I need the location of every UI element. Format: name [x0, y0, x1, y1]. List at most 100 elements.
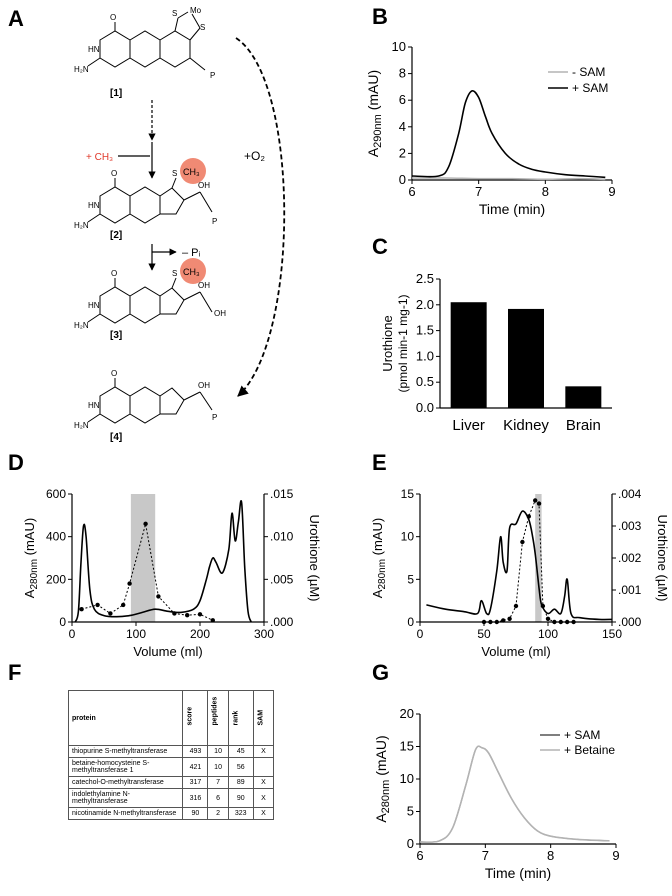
panel-d-chart: 0 100 200 300 0 200 400 600 Volume (ml) A280nm (m…: [22, 487, 322, 659]
panel-b-chart: 6 7 8 9 0 2 4 6 8 10 Time (min) A290nm (mAU) - SAM + …: [365, 39, 616, 217]
bar-kidney: [508, 308, 544, 408]
rank-cell: 90: [227, 788, 254, 808]
ch3-badge: CH₃: [183, 267, 200, 277]
category-label: Liver: [452, 417, 485, 434]
sam-cell: X: [252, 776, 275, 789]
y-axis-label: A290nm (mAU): [365, 70, 384, 157]
right-tick-label: .010: [270, 530, 294, 544]
series-line-plus-sam: [411, 89, 606, 179]
y-axis-label: Urothione: [380, 315, 395, 371]
compound-1-structure: [87, 11, 206, 71]
sam-cell: X: [252, 807, 275, 820]
protein-name: catechol-O-methyltransferase: [67, 776, 184, 789]
urothione-point: [501, 618, 506, 623]
y-tick-label: 6: [399, 92, 406, 107]
sam-cell: X: [252, 745, 275, 758]
absorbance-line: [74, 500, 252, 623]
y-tick-label: 0: [59, 615, 66, 629]
score-cell: 316: [182, 788, 209, 808]
panel-c-chart: 0.0 0.5 1.0 1.5 2.0 2.5 Liver Kidney Brain Urothi…: [380, 271, 612, 434]
oxidation-dashed-arrow: [235, 37, 286, 397]
x-tick-label: 6: [408, 184, 415, 199]
compound-3-structure: [87, 277, 213, 324]
right-tick-label: .002: [618, 551, 642, 565]
y-tick-label: 20: [400, 706, 414, 721]
x-tick-label: 7: [482, 848, 489, 863]
urothione-point: [494, 619, 499, 625]
protein-name: thiopurine S-methyltransferase: [67, 745, 184, 758]
urothione-point: [488, 619, 493, 625]
urothione-point: [536, 501, 542, 506]
x-tick-label: 9: [612, 848, 619, 863]
sam-cell: X: [252, 788, 275, 808]
y-tick-label: 200: [46, 572, 66, 586]
x-tick-label: 100: [538, 627, 558, 641]
panel-letter-e: E: [372, 450, 387, 475]
y-tick-label: 0: [407, 836, 414, 851]
hn-label: HN: [88, 201, 100, 210]
bar-brain: [565, 386, 602, 408]
series-line-minus-sam: [411, 177, 606, 181]
urothione-point: [121, 602, 126, 608]
y-tick-label: 0.0: [416, 400, 434, 415]
hn-label: HN: [88, 45, 100, 54]
x-tick-label: 50: [477, 627, 491, 641]
urothione-point: [552, 619, 557, 625]
y-tick-label: 15: [400, 739, 414, 754]
sulfur-label: S: [172, 169, 177, 178]
urothione-point: [108, 611, 113, 616]
o-atom-label: O: [111, 169, 117, 178]
panel-letter-a: A: [8, 6, 24, 31]
legend-label: + SAM: [572, 81, 608, 95]
y-axis-label: A280nm (mAU): [370, 518, 388, 598]
peptides-cell: 6: [207, 788, 229, 808]
y-tick-label: 4: [399, 119, 406, 134]
y-axis-label: (pmol min-1 mg-1): [396, 294, 410, 392]
y-tick-label: 1.5: [416, 323, 434, 338]
rank-cell: 89: [227, 776, 254, 789]
urothione-point: [210, 618, 215, 623]
header-protein: protein: [67, 690, 184, 746]
y-tick-label: 10: [401, 530, 415, 544]
panel-letter-d: D: [8, 450, 24, 475]
header-score: score: [182, 690, 209, 746]
x-tick-label: 0: [69, 627, 76, 641]
reaction-scheme: [87, 11, 213, 424]
urothione-point: [185, 612, 190, 618]
legend-label: + SAM: [564, 728, 600, 742]
panel-letter-b: B: [372, 4, 388, 29]
peptides-cell: 2: [207, 807, 229, 820]
series-line-sam: [419, 745, 610, 843]
right-axis-label: Urothione (µM): [655, 515, 670, 602]
methyl-highlight: [180, 258, 206, 284]
y-tick-label: 10: [392, 39, 406, 54]
x-tick-label: 200: [190, 627, 210, 641]
panel-letter-f: F: [8, 660, 21, 685]
urothione-point: [156, 594, 161, 599]
x-tick-label: 8: [547, 848, 554, 863]
score-cell: 493: [182, 745, 209, 758]
hydroxyl-label: OH: [198, 281, 210, 290]
table-row: thiopurine S-methyltransferase 493 10 45…: [67, 745, 275, 758]
methyl-group-label: + CH₃: [86, 152, 113, 163]
bar-liver: [450, 302, 487, 408]
x-tick-label: 0: [417, 627, 424, 641]
x-tick-label: 7: [475, 184, 482, 199]
y-tick-label: 0.5: [416, 374, 434, 389]
methyl-highlight: [180, 158, 206, 184]
category-label: Brain: [566, 417, 601, 434]
urothione-line: [81, 523, 214, 621]
urothione-point: [143, 521, 148, 527]
urothione-point: [545, 616, 551, 621]
hydroxyl-label: OH: [198, 181, 210, 190]
y-tick-label: 2.0: [416, 297, 434, 312]
phosphate-label: P: [212, 217, 217, 226]
amine-label: H₂N: [74, 421, 89, 430]
amine-label: H₂N: [74, 321, 89, 330]
x-tick-label: 100: [126, 627, 146, 641]
hydroxyl-label: OH: [214, 309, 226, 318]
o-atom-label: O: [110, 13, 116, 22]
y-tick-label: 0: [407, 615, 414, 629]
x-tick-label: 300: [254, 627, 274, 641]
header-sam: SAM: [252, 690, 275, 746]
